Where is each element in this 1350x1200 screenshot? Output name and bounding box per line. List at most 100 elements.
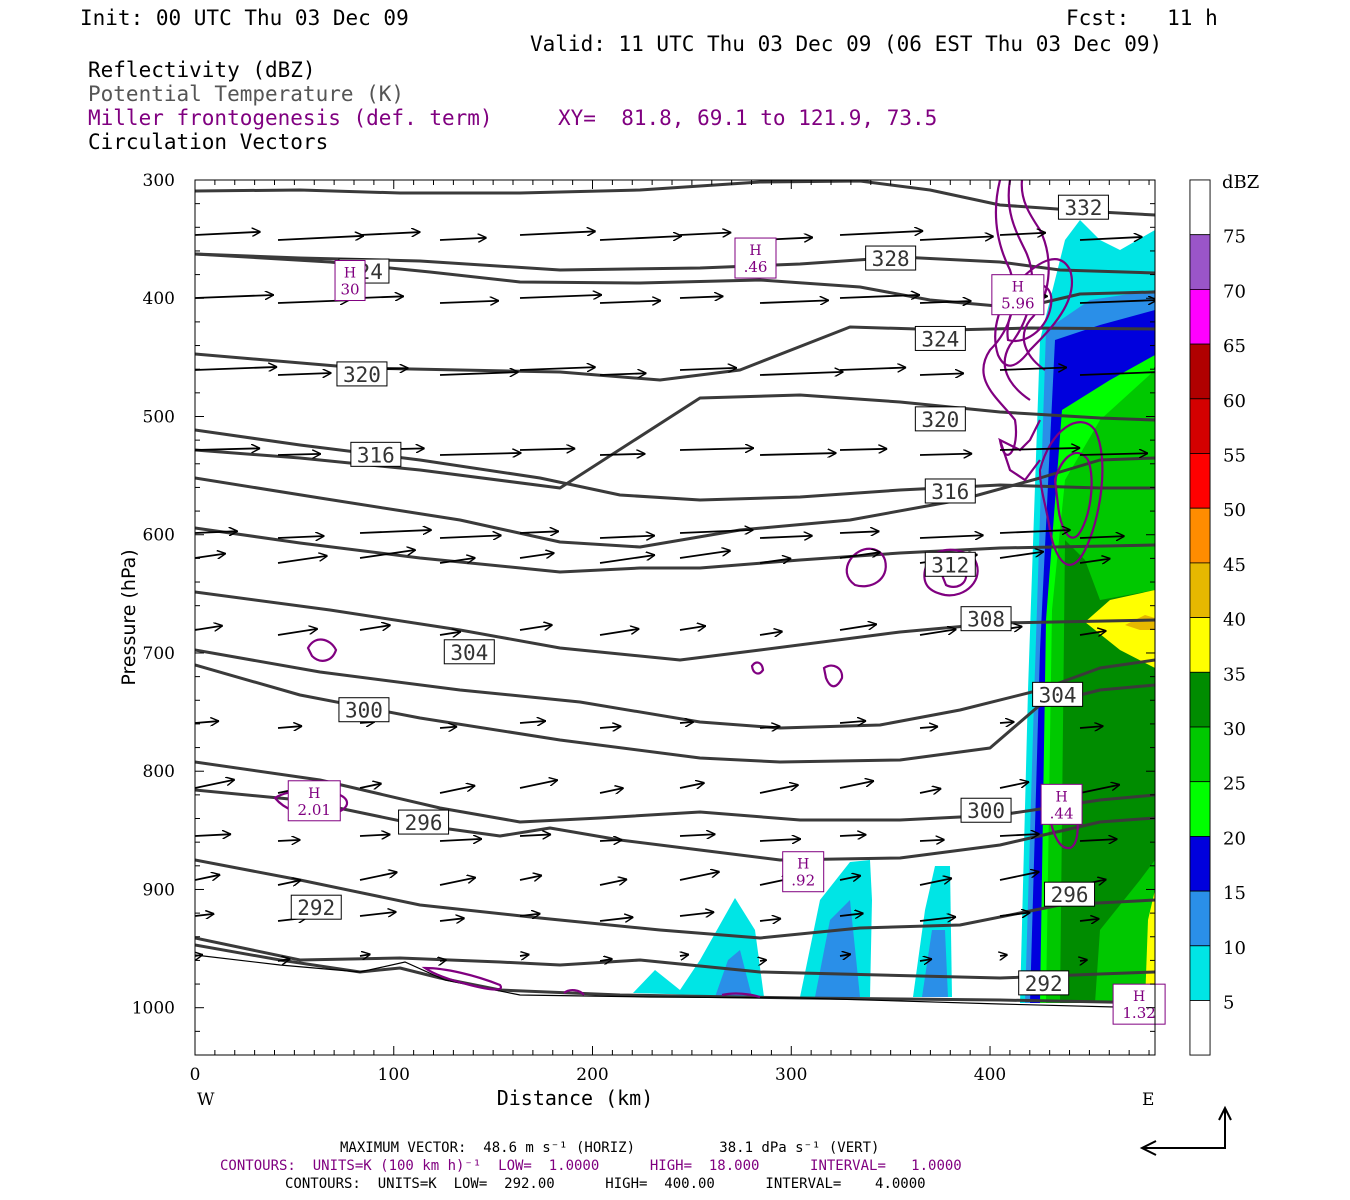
circulation-vector — [839, 531, 879, 533]
circulation-vector — [839, 449, 887, 450]
y-tick-label: 1000 — [132, 999, 175, 1019]
circulation-vector — [1079, 453, 1148, 455]
colorbar-label: 60 — [1223, 391, 1246, 412]
circulation-vector — [195, 955, 203, 956]
circulation-vector — [1000, 955, 1008, 956]
circulation-vector — [277, 536, 324, 538]
frontogenesis-contour — [923, 548, 979, 597]
theta-label-box — [336, 361, 388, 387]
circulation-vector — [599, 959, 613, 961]
theta-label: 300 — [967, 799, 1005, 823]
circulation-vector — [359, 530, 432, 533]
circulation-vector — [519, 834, 551, 836]
circulation-vector — [277, 236, 364, 241]
circulation-vector — [519, 875, 542, 880]
circulation-vector — [439, 372, 519, 375]
circulation-vector — [1079, 726, 1103, 728]
circulation-vector — [277, 454, 321, 455]
x-tick-label: 200 — [576, 1065, 608, 1085]
frontogenesis-contour — [982, 180, 1018, 456]
circulation-vector — [519, 449, 575, 450]
circulation-vector — [439, 301, 499, 303]
colorbar-swatch — [1189, 507, 1211, 564]
circulation-vector — [839, 835, 866, 836]
circulation-vector — [599, 454, 645, 455]
circulation-vector — [679, 912, 714, 916]
colorbar-swatch — [1189, 288, 1211, 345]
x-tick-label: 300 — [775, 1065, 807, 1085]
frontogenesis-contour — [750, 661, 765, 675]
circulation-vector — [519, 295, 602, 298]
circulation-vector — [919, 917, 956, 921]
reference-vector — [1139, 1105, 1232, 1156]
circulation-vector — [919, 789, 941, 793]
theta-contour-line — [195, 180, 1155, 217]
fronto-max-value: 2.01 — [298, 801, 331, 819]
circulation-vector — [1079, 559, 1110, 563]
theta-label-box — [1057, 194, 1109, 220]
theta-label: 312 — [931, 553, 969, 577]
circulation-vector — [599, 879, 627, 886]
circulation-vector — [919, 373, 964, 375]
field-theta: Potential Temperature (K) — [88, 82, 405, 106]
circulation-vector — [359, 232, 420, 235]
circulation-vector — [679, 872, 720, 881]
circulation-vector — [519, 625, 553, 631]
frontogenesis-contours — [273, 180, 1104, 999]
theta-label: 304 — [1039, 683, 1077, 707]
theta-label: 320 — [343, 363, 381, 387]
theta-label: 320 — [921, 408, 959, 432]
circulation-vector — [277, 556, 328, 564]
theta-label: 324 — [921, 327, 959, 351]
colorbar-label: 45 — [1223, 555, 1246, 576]
circulation-vector — [839, 231, 923, 236]
fronto-max-box — [287, 780, 341, 822]
y-axis-title: Pressure (hPa) — [118, 549, 140, 685]
frontogenesis-contour — [1020, 180, 1050, 371]
circulation-vector — [359, 872, 397, 881]
fronto-max-box — [1040, 783, 1083, 825]
colorbar-swatch — [1189, 945, 1211, 1001]
circulation-vector — [839, 876, 861, 880]
theta-label: 300 — [345, 699, 383, 723]
fronto-max-box — [334, 260, 366, 302]
fronto-max-value: 5.96 — [1001, 295, 1034, 313]
circulation-vector — [277, 726, 302, 728]
theta-contour-line — [195, 526, 1155, 574]
fronto-max-value: 30 — [340, 281, 359, 299]
circulation-vector — [759, 558, 791, 563]
fronto-max-box — [782, 851, 825, 893]
circulation-vector — [679, 783, 705, 788]
circulation-vector — [919, 840, 945, 841]
circulation-vector — [679, 232, 731, 235]
colorbar-swatch — [1189, 1000, 1211, 1056]
circulation-vector — [679, 626, 706, 630]
fronto-max-value: 1.32 — [1122, 1004, 1155, 1022]
circulation-vector — [519, 721, 546, 723]
circulation-vector — [599, 726, 621, 728]
circulation-vector — [195, 914, 214, 916]
colorbar-label: 5 — [1223, 993, 1234, 1014]
theta-label: 292 — [297, 896, 335, 920]
circulation-vector — [599, 629, 639, 636]
theta-label-box — [443, 639, 495, 665]
forecast-hour: Fcst: 11 h — [1066, 6, 1218, 30]
circulation-vector — [519, 231, 596, 235]
fronto-max-h: H — [344, 266, 356, 282]
circulation-vector — [359, 625, 391, 630]
theta-label: 332 — [1064, 196, 1102, 220]
axes: 300 400 500 600 700 800 900 1000 0 100 200 300 400 Di… — [118, 171, 1155, 1110]
field-vectors: Circulation Vectors — [88, 130, 329, 154]
colorbar-swatch — [1189, 617, 1211, 673]
circulation-vector — [999, 872, 1039, 881]
colorbar-label: 15 — [1223, 883, 1246, 904]
circulation-vector — [599, 373, 646, 375]
fronto-max-box — [1112, 983, 1166, 1025]
circulation-vector — [440, 960, 447, 961]
colorbar-label: 70 — [1223, 281, 1246, 302]
circulation-vector — [919, 959, 932, 961]
valid-time: Valid: 11 UTC Thu 03 Dec 09 (06 EST Thu … — [530, 32, 1163, 56]
plot-frame — [194, 179, 1156, 1056]
colorbar-swatch — [1189, 671, 1211, 728]
colorbar-swatch — [1189, 343, 1211, 400]
